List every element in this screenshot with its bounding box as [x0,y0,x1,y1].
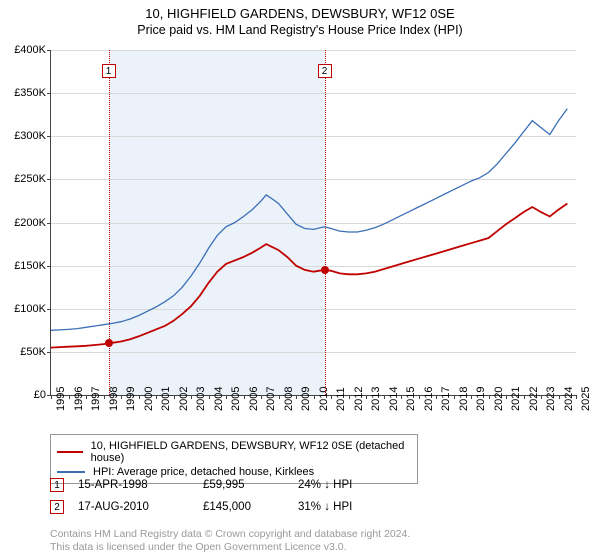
x-tick [541,395,542,399]
y-axis-label: £400K [6,44,46,56]
series-line [51,109,567,331]
y-axis-label: £0 [6,389,46,401]
series-svg [51,50,576,395]
x-tick [471,395,472,399]
chart-title: 10, HIGHFIELD GARDENS, DEWSBURY, WF12 0S… [0,0,600,22]
y-axis-label: £50K [6,346,46,358]
sale-pct: 31% ↓ HPI [298,501,352,513]
sale-row-2: 2 17-AUG-2010 £145,000 31% ↓ HPI [50,500,352,514]
attribution-line2: This data is licensed under the Open Gov… [50,541,410,554]
x-tick [121,395,122,399]
x-tick [436,395,437,399]
x-tick [86,395,87,399]
legend-item-property: 10, HIGHFIELD GARDENS, DEWSBURY, WF12 0S… [57,439,411,465]
legend-item-hpi: HPI: Average price, detached house, Kirk… [57,465,411,479]
attribution-line1: Contains HM Land Registry data © Crown c… [50,528,410,541]
y-axis-label: £250K [6,173,46,185]
legend-label: 10, HIGHFIELD GARDENS, DEWSBURY, WF12 0S… [91,440,411,464]
x-tick [559,395,560,399]
x-tick [226,395,227,399]
attribution: Contains HM Land Registry data © Crown c… [50,528,410,554]
x-tick [156,395,157,399]
sale-marker-icon: 1 [50,478,64,492]
x-tick [279,395,280,399]
y-axis-label: £100K [6,303,46,315]
x-tick [454,395,455,399]
x-tick [524,395,525,399]
series-line [51,204,567,348]
sale-pct: 24% ↓ HPI [298,479,352,491]
x-tick [191,395,192,399]
sale-price: £59,995 [203,479,298,491]
x-tick [174,395,175,399]
legend-swatch-hpi [57,471,85,473]
x-tick [331,395,332,399]
x-tick [51,395,52,399]
sale-price: £145,000 [203,501,298,513]
y-axis-label: £300K [6,130,46,142]
x-tick [209,395,210,399]
sale-row-1: 1 15-APR-1998 £59,995 24% ↓ HPI [50,478,352,492]
legend-label: HPI: Average price, detached house, Kirk… [93,466,314,478]
x-tick [384,395,385,399]
x-tick [139,395,140,399]
y-axis-label: £350K [6,87,46,99]
x-tick [261,395,262,399]
sale-date: 17-AUG-2010 [78,501,203,513]
x-tick [349,395,350,399]
x-tick [401,395,402,399]
x-tick [314,395,315,399]
sale-date: 15-APR-1998 [78,479,203,491]
chart-plot-area: £0£50K£100K£150K£200K£250K£300K£350K£400… [50,50,576,396]
x-tick [489,395,490,399]
y-axis-label: £200K [6,217,46,229]
x-tick [576,395,577,399]
chart-subtitle: Price paid vs. HM Land Registry's House … [0,22,600,38]
legend: 10, HIGHFIELD GARDENS, DEWSBURY, WF12 0S… [50,434,418,484]
x-tick [366,395,367,399]
x-tick [69,395,70,399]
x-axis-label: 2025 [580,387,592,411]
sale-marker-icon: 2 [50,500,64,514]
x-tick [296,395,297,399]
legend-swatch-property [57,451,83,453]
x-tick [506,395,507,399]
x-tick [104,395,105,399]
y-axis-label: £150K [6,260,46,272]
x-tick [244,395,245,399]
x-tick [419,395,420,399]
